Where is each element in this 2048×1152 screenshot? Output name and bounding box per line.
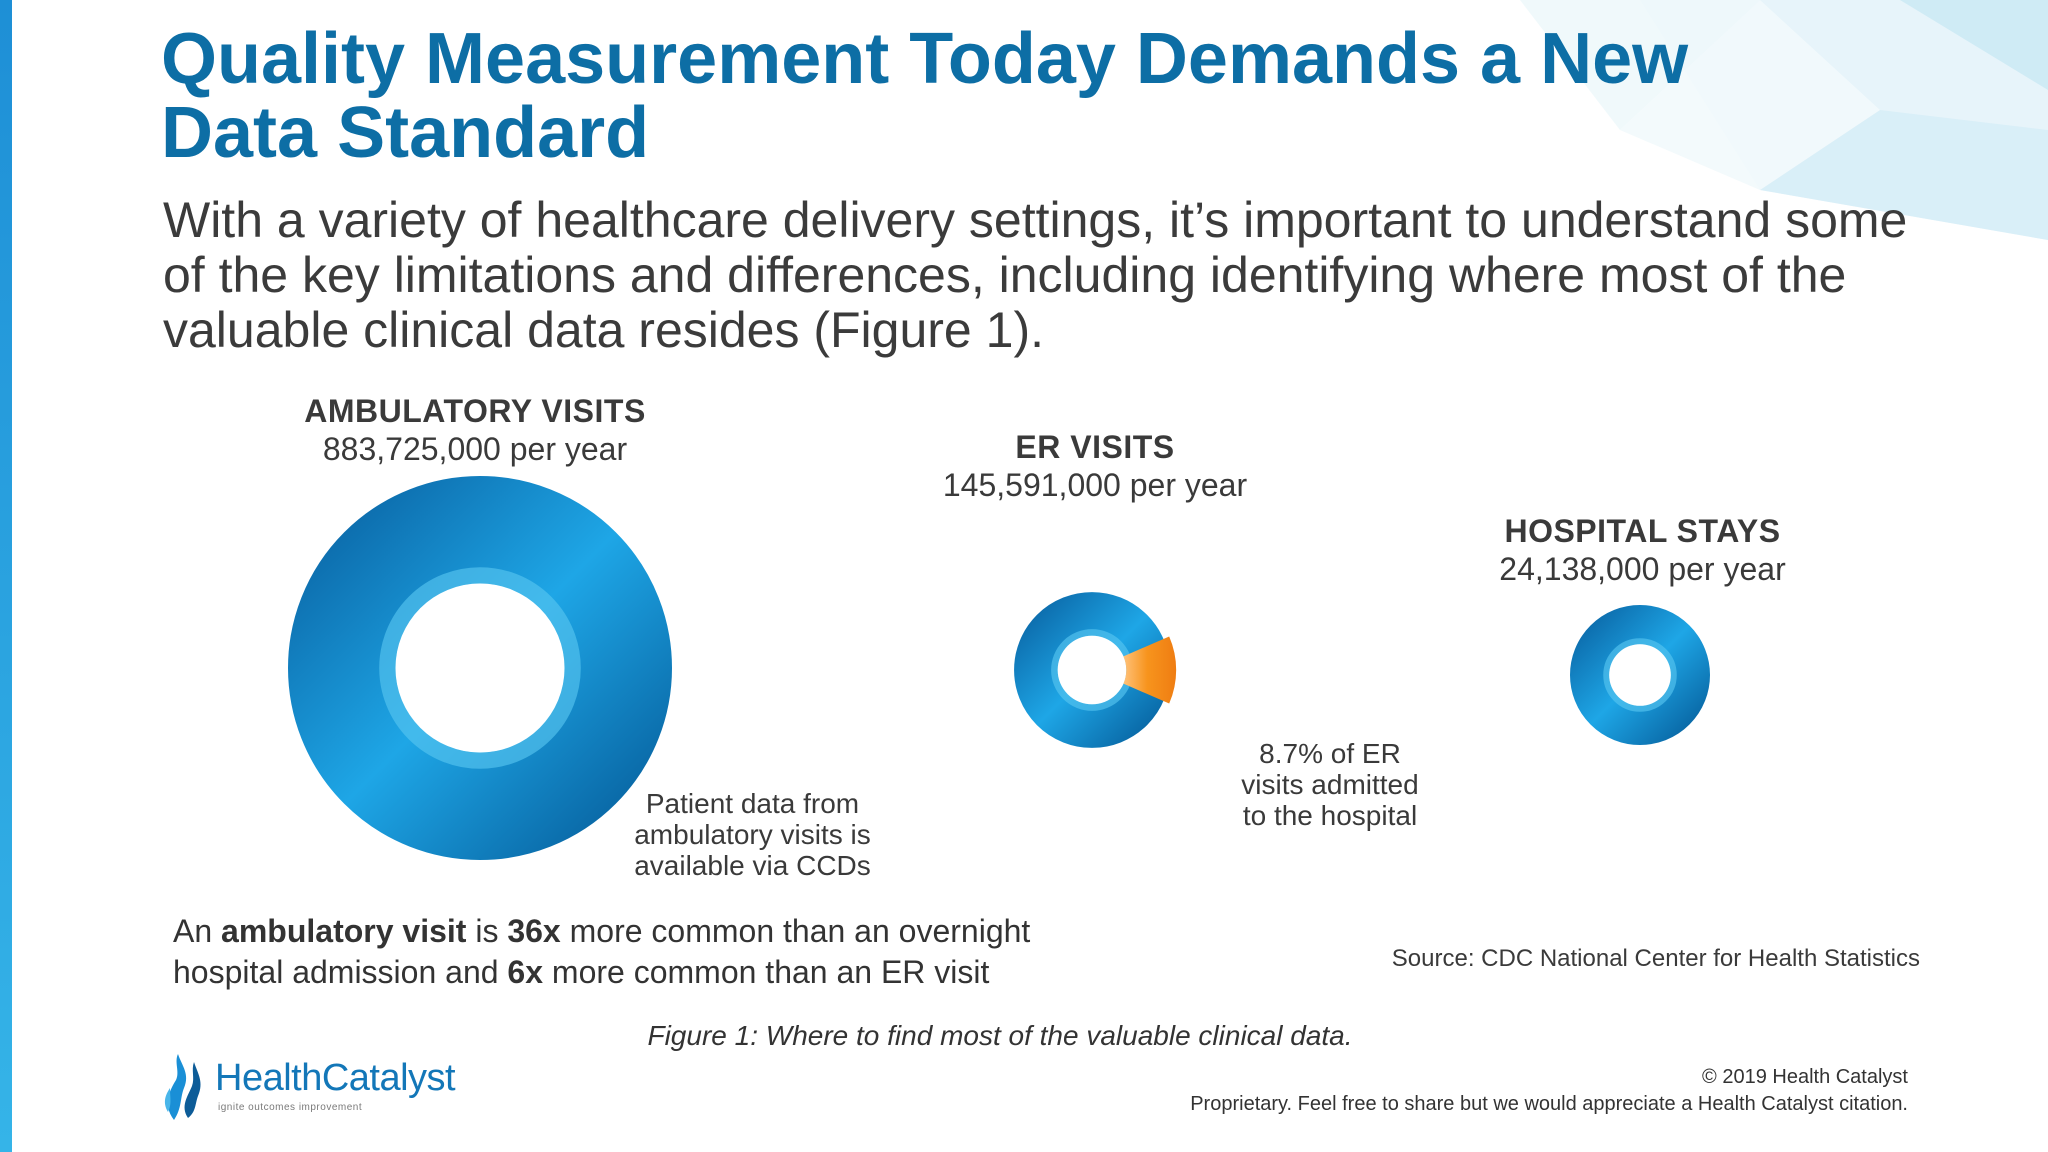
logo-name: HealthCatalyst bbox=[215, 1057, 456, 1099]
hospital-stays-ring bbox=[1569, 604, 1710, 745]
ambulatory-annotation: Patient data from ambulatory visits is a… bbox=[600, 788, 905, 881]
page-subtitle: With a variety of healthcare delivery se… bbox=[163, 192, 1908, 358]
summary-text-2: is bbox=[466, 913, 508, 949]
ambulatory-value: 883,725,000 per year bbox=[322, 431, 628, 467]
er-visits-hole bbox=[1057, 635, 1127, 705]
ambulatory-annotation-line-1: Patient data from bbox=[645, 788, 860, 819]
source-citation: Source: CDC National Center for Health S… bbox=[1391, 945, 1920, 972]
ambulatory-annotation-line-2: ambulatory visits is bbox=[634, 819, 871, 850]
ambulatory-annotation-line-3: available via CCDs bbox=[634, 850, 871, 881]
ambulatory-label: AMBULATORY VISITS bbox=[304, 393, 646, 429]
hospital-stays-inner-ring bbox=[1603, 638, 1677, 712]
footer: © 2019 Health Catalyst Proprietary. Feel… bbox=[1190, 1064, 1908, 1118]
er-label: ER VISITS bbox=[1015, 429, 1175, 465]
summary-bold-2: 36x bbox=[507, 913, 561, 949]
summary-statement: An ambulatory visit is 36x more common t… bbox=[173, 911, 1133, 993]
hospital-label: HOSPITAL STAYS bbox=[1504, 513, 1781, 549]
er-header: ER VISITS 145,591,000 per year bbox=[890, 428, 1300, 504]
er-annotation-line-1: 8.7% of ER bbox=[1259, 738, 1401, 769]
hospital-value: 24,138,000 per year bbox=[1499, 551, 1786, 587]
er-annotation-line-2: visits admitted bbox=[1241, 769, 1419, 800]
summary-text-3: more common than an overnight hospital a… bbox=[173, 913, 1031, 990]
proprietary-notice: Proprietary. Feel free to share but we w… bbox=[1190, 1093, 1908, 1115]
ambulatory-header: AMBULATORY VISITS 883,725,000 per year bbox=[250, 392, 700, 468]
copyright-text: © 2019 Health Catalyst bbox=[1702, 1066, 1908, 1088]
ambulatory-visits-inner-ring bbox=[379, 567, 581, 769]
summary-text-4: more common than an ER visit bbox=[543, 954, 990, 990]
figure-caption: Figure 1: Where to find most of the valu… bbox=[647, 1020, 1353, 1051]
hospital-header: HOSPITAL STAYS 24,138,000 per year bbox=[1450, 512, 1835, 588]
logo-tagline: ignite outcomes improvement bbox=[218, 1102, 363, 1113]
summary-text-1: An bbox=[173, 913, 222, 949]
hospital-stays-hole bbox=[1609, 644, 1671, 706]
summary-bold-1: ambulatory visit bbox=[221, 913, 467, 949]
left-accent-bar bbox=[0, 0, 12, 1152]
summary-bold-3: 6x bbox=[507, 954, 544, 990]
ambulatory-visits-ring bbox=[288, 476, 673, 861]
er-annotation: 8.7% of ER visits admitted to the hospit… bbox=[1205, 738, 1455, 831]
er-value: 145,591,000 per year bbox=[942, 467, 1248, 503]
ambulatory-visits-hole bbox=[395, 583, 565, 753]
er-annotation-line-3: to the hospital bbox=[1242, 800, 1418, 831]
flame-icon bbox=[164, 1054, 201, 1120]
page-title: Quality Measurement Today Demands a New … bbox=[161, 19, 1689, 173]
health-catalyst-logo: HealthCatalyst ignite outcomes improveme… bbox=[160, 1048, 480, 1126]
er-visits-highlight-wedge bbox=[1123, 636, 1177, 704]
